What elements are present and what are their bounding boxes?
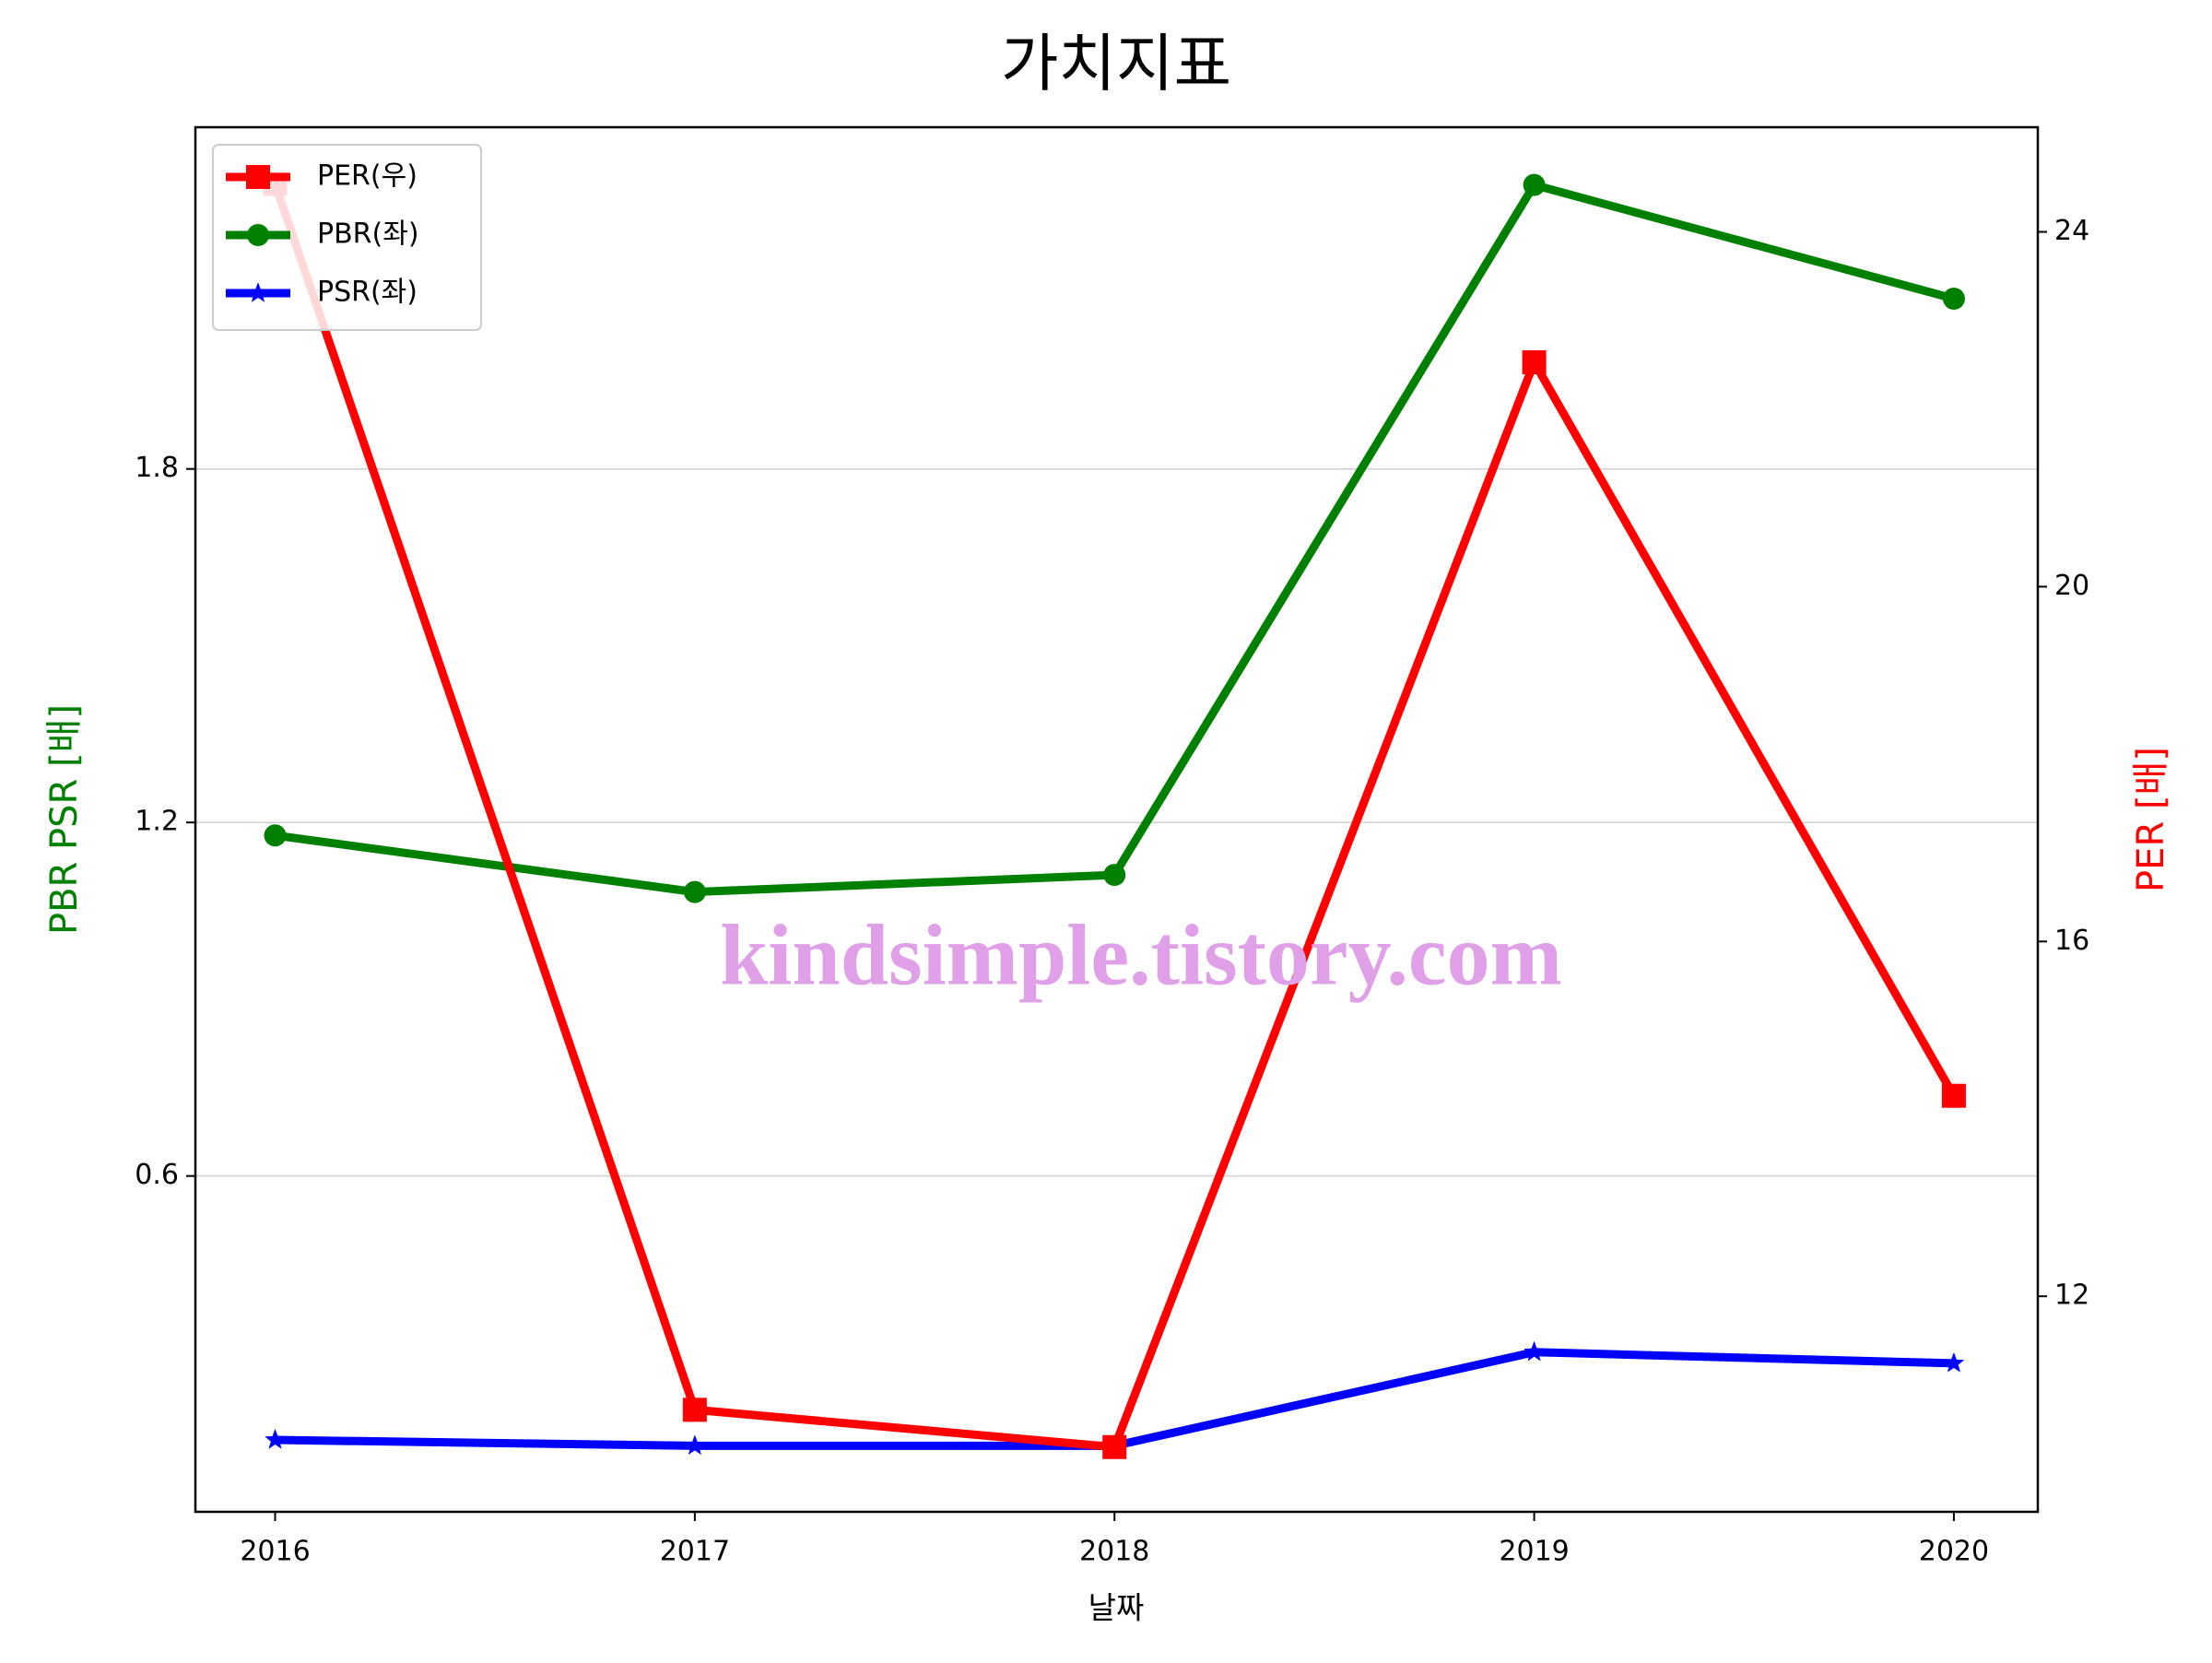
y-tick-label: 1.2 xyxy=(135,806,179,838)
legend: PER(우) PBR(좌) PSR(좌) xyxy=(212,144,482,331)
plot-frame xyxy=(194,125,2040,1514)
x-tick-label: 2020 xyxy=(1919,1536,1989,1568)
marker xyxy=(682,1398,707,1422)
y2-axis-label: PER [배] xyxy=(2130,747,2172,892)
marker xyxy=(1941,1083,1966,1108)
legend-box xyxy=(212,144,482,331)
marker xyxy=(1103,864,1126,887)
grid xyxy=(195,467,2038,1177)
series xyxy=(263,171,1966,1459)
x-tick-label: 2019 xyxy=(1499,1536,1569,1568)
y2-tick-label: 16 xyxy=(2054,925,2089,957)
chart-title: 가치지표 xyxy=(1001,29,1231,101)
legend-label: PBR(좌) xyxy=(317,218,419,251)
marker xyxy=(264,824,287,847)
marker xyxy=(247,224,269,246)
y-tick-label: 0.6 xyxy=(135,1159,179,1191)
y-tick-label: 1.8 xyxy=(135,452,179,484)
x-tick-label: 2018 xyxy=(1079,1536,1149,1568)
plot-area xyxy=(195,127,2038,1512)
marker xyxy=(265,1429,286,1449)
y2-tick-label: 12 xyxy=(2054,1280,2089,1312)
marker xyxy=(683,880,706,903)
x-axis-label: 날짜 xyxy=(1088,1590,1145,1626)
legend-label: PER(우) xyxy=(317,160,418,193)
y-axis-label: PBR PSR [배] xyxy=(43,704,86,935)
marker xyxy=(1524,1340,1545,1362)
y2-tick-label: 20 xyxy=(2054,570,2089,602)
marker xyxy=(247,282,269,302)
legend-label: PSR(좌) xyxy=(317,277,418,309)
x-tick-label: 2017 xyxy=(660,1536,730,1568)
marker xyxy=(1523,173,1546,196)
marker xyxy=(1942,287,1965,310)
marker xyxy=(684,1434,706,1456)
axes: 0.6 1.2 1.8 12 16 20 24 2016 2017 2018 2019 2020 xyxy=(135,215,2089,1567)
marker xyxy=(1943,1351,1965,1373)
marker xyxy=(246,165,270,189)
marker xyxy=(1102,1434,1127,1459)
x-tick-label: 2016 xyxy=(240,1536,310,1568)
y2-tick-label: 24 xyxy=(2054,215,2089,247)
marker xyxy=(1522,349,1547,374)
watermark: kindsimple.tistory.com xyxy=(720,908,1562,1004)
